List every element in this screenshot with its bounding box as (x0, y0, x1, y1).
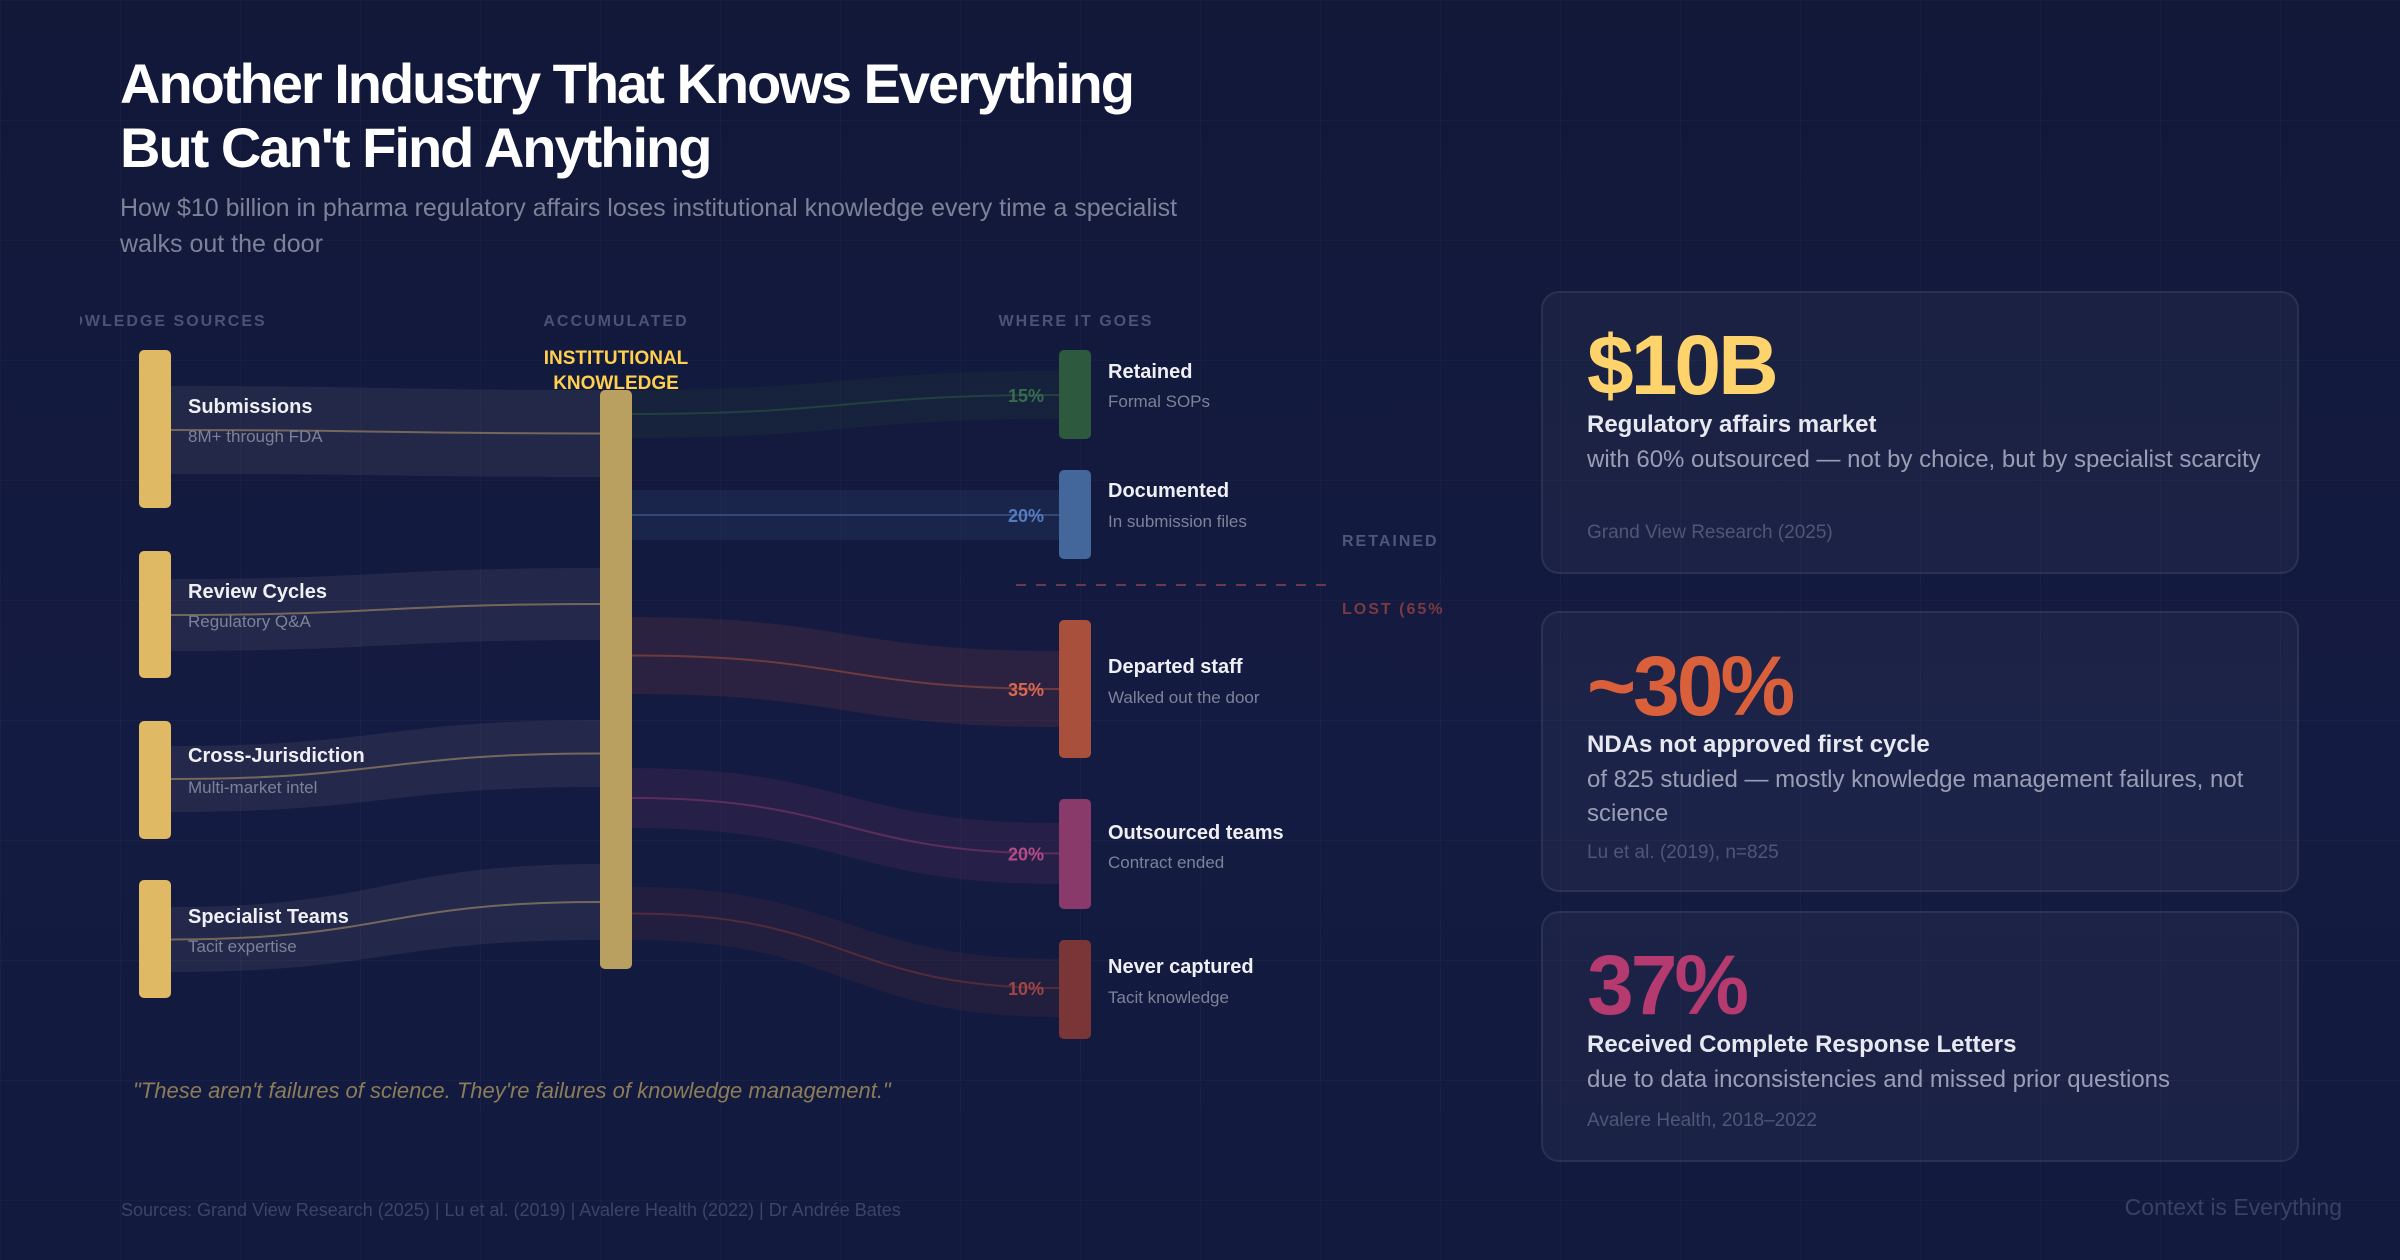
destination-node-bar (1059, 799, 1091, 909)
stat-card-nda: ~30% NDAs not approved first cycle of 82… (1541, 611, 2299, 892)
destination-node-bar (1059, 350, 1091, 439)
source-flow-3 (171, 864, 600, 972)
source-flow-3-line (170, 901, 601, 941)
retained-label: RETAINED (1342, 533, 1439, 550)
stat-value: 37% (1587, 938, 1749, 1032)
center-node-bar (600, 390, 632, 969)
title-line-2: But Can't Find Anything (120, 116, 712, 179)
source-flow-2 (171, 720, 600, 812)
stat-value: $10B (1587, 318, 1779, 412)
source-name: Cross-Jurisdiction (188, 745, 365, 767)
pull-quote: "These aren't failures of science. They'… (133, 1078, 891, 1103)
stat-description: due to data inconsistencies and missed p… (1587, 1066, 2171, 1093)
source-name: Submissions (188, 396, 312, 418)
column-header-sources: KNOWLEDGE SOURCES (43, 313, 266, 330)
source-node-bar (139, 721, 171, 839)
destination-detail: Tacit knowledge (1108, 988, 1229, 1007)
center-label-line-1: INSTITUTIONAL (544, 348, 689, 369)
destination-node-bar (1059, 470, 1091, 559)
column-header-accumulated: ACCUMULATED (543, 313, 688, 330)
source-detail: 8M+ through FDA (188, 427, 323, 446)
column-header-destinations: WHERE IT GOES (999, 313, 1154, 330)
destination-flow-4 (632, 887, 1059, 1017)
destination-percent: 35% (1008, 680, 1044, 700)
center-label-line-2: KNOWLEDGE (553, 373, 679, 394)
source-flow-1-line (170, 603, 601, 616)
destination-name: Retained (1108, 361, 1192, 383)
title-line-1: Another Industry That Knows Everything (120, 52, 1135, 115)
stat-card-market: $10B Regulatory affairs market with 60% … (1541, 291, 2299, 574)
source-flow-1 (171, 568, 600, 651)
destination-name: Departed staff (1108, 656, 1243, 678)
source-node-bar (139, 350, 171, 508)
destination-detail: Contract ended (1108, 853, 1224, 872)
stat-description: with 60% outsourced — not by choice, but… (1587, 446, 2261, 473)
destination-name: Documented (1108, 480, 1229, 502)
destination-detail: Walked out the door (1108, 688, 1260, 707)
destination-percent: 15% (1008, 386, 1044, 406)
footer-brand: Context is Everything (2124, 1194, 2342, 1220)
source-flow-0-line (170, 429, 601, 435)
page-subtitle: How $10 billion in pharma regulatory aff… (120, 194, 1178, 258)
stat-source: Grand View Research (2025) (1587, 522, 1833, 543)
source-detail: Multi-market intel (188, 778, 317, 797)
source-flow-0 (171, 386, 600, 477)
source-detail: Tacit expertise (188, 937, 297, 956)
stat-value: ~30% (1587, 639, 1795, 733)
destination-flow-2-line (631, 654, 1060, 690)
source-name: Specialist Teams (188, 906, 349, 928)
source-name: Review Cycles (188, 581, 327, 603)
stat-source: Avalere Health, 2018–2022 (1587, 1110, 1817, 1131)
source-node-bar (139, 551, 171, 678)
footer-sources: Sources: Grand View Research (2025) | Lu… (121, 1200, 901, 1220)
stat-source: Lu et al. (2019), n=825 (1587, 842, 1779, 863)
destination-percent: 10% (1008, 979, 1044, 999)
stat-description: of 825 studied — mostly knowledge manage… (1587, 766, 2244, 827)
destination-detail: Formal SOPs (1108, 392, 1210, 411)
page-title: Another Industry That Knows Everything B… (120, 52, 1320, 180)
destination-flow-3-line (631, 797, 1060, 855)
destination-name: Never captured (1108, 956, 1254, 978)
destination-flow-4-line (631, 912, 1060, 989)
source-flow-2-line (170, 752, 601, 780)
lost-label: LOST (65%) (1342, 601, 1452, 618)
destination-percent: 20% (1008, 506, 1044, 526)
source-detail: Regulatory Q&A (188, 612, 311, 631)
destination-node-bar (1059, 620, 1091, 758)
destination-flow-0-line (631, 394, 1060, 415)
destination-detail: In submission files (1108, 512, 1247, 531)
destination-node-bar (1059, 940, 1091, 1039)
stat-title: Received Complete Response Letters (1587, 1031, 2017, 1058)
destination-percent: 20% (1008, 845, 1044, 865)
source-node-bar (139, 880, 171, 998)
stat-title: NDAs not approved first cycle (1587, 731, 1930, 758)
stat-title: Regulatory affairs market (1587, 411, 1877, 438)
stat-card-crl: 37% Received Complete Response Letters d… (1541, 911, 2299, 1162)
destination-name: Outsourced teams (1108, 822, 1284, 844)
